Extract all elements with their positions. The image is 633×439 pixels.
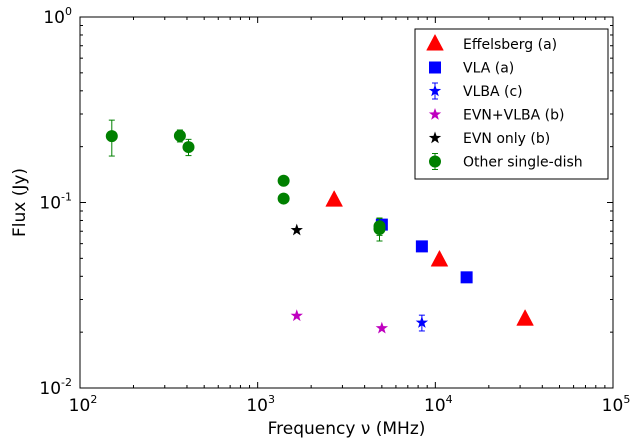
data-point: [277, 174, 290, 187]
legend-marker: [428, 108, 442, 120]
series-3: [290, 309, 389, 334]
data-point: [375, 321, 389, 334]
legend-label: VLA (a): [463, 61, 514, 77]
legend-marker: [428, 131, 442, 144]
series-4: [290, 223, 303, 236]
legend-label: VLBA (c): [463, 84, 523, 100]
legend-marker: [429, 61, 441, 74]
axes: 102 103 104 105 10-2 10-1 100: [39, 5, 630, 416]
legend-label: EVN only (b): [463, 131, 550, 147]
y-axis-label: Flux (Jy): [10, 168, 30, 237]
data-point: [415, 316, 429, 328]
x-axis-label: Frequency ν (MHz): [268, 419, 426, 439]
data-point: [277, 192, 290, 205]
legend-label: Effelsberg (a): [463, 37, 557, 53]
legend-label: EVN+VLBA (b): [463, 108, 564, 124]
legend-marker: [429, 155, 441, 168]
data-point: [516, 309, 534, 326]
data-point: [325, 190, 343, 207]
y-tick-label: 100: [43, 5, 72, 28]
y-tick-label: 10-1: [39, 191, 72, 214]
data-point: [430, 249, 449, 267]
data-point: [290, 223, 303, 236]
legend-box: [414, 28, 609, 180]
x-tick-label: 105: [602, 393, 631, 416]
data-point: [105, 130, 118, 143]
data-point: [173, 129, 186, 142]
series-0: [325, 190, 534, 326]
series-5: [105, 119, 386, 242]
y-tick-label: 10-2: [39, 376, 72, 399]
data-point: [460, 271, 473, 284]
legend-label: Other single-dish: [463, 155, 583, 171]
data-point: [290, 309, 303, 322]
series-2: [415, 314, 429, 332]
x-tick-label: 102: [69, 393, 98, 416]
data-point: [182, 141, 195, 154]
x-tick-label: 104: [424, 393, 453, 416]
data-point: [415, 240, 428, 253]
legend-marker: [426, 33, 444, 51]
legend-marker: [428, 84, 442, 97]
plot-marks: [105, 119, 534, 334]
x-tick-label: 103: [246, 393, 275, 416]
data-point: [373, 220, 386, 233]
legend: Effelsberg (a) VLA (a) VLBA (c) EVN+VLBA (b…: [414, 28, 609, 180]
